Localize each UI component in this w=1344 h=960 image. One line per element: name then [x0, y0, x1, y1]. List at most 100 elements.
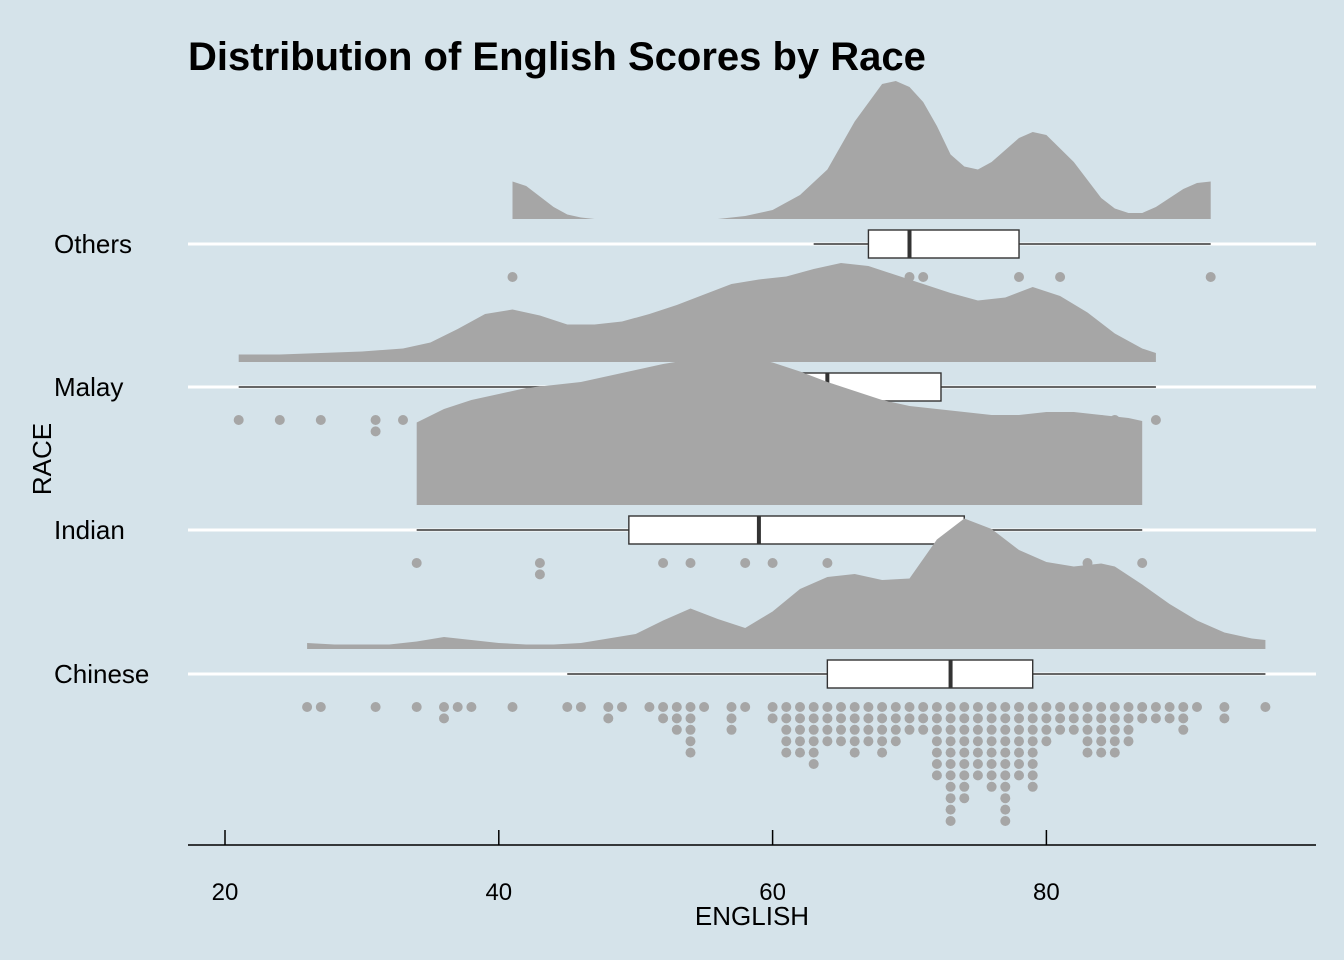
- dot-chinese: [1082, 713, 1093, 724]
- dot-chinese: [986, 702, 997, 712]
- dot-chinese: [918, 724, 929, 735]
- density-indian: [416, 355, 1143, 505]
- dot-chinese: [863, 702, 874, 712]
- dot-chinese: [931, 724, 942, 735]
- dot-chinese: [959, 747, 970, 758]
- dot-chinese: [1178, 724, 1189, 735]
- dot-chinese: [945, 770, 956, 781]
- dot-chinese: [890, 702, 901, 712]
- dot-chinese: [658, 702, 669, 712]
- dot-chinese: [1000, 736, 1011, 747]
- dot-chinese: [1027, 770, 1038, 781]
- density-chinese: [307, 518, 1266, 649]
- dot-chinese: [1000, 804, 1011, 815]
- dot-chinese: [836, 713, 846, 724]
- dot-chinese: [959, 793, 970, 804]
- dot-chinese: [822, 702, 833, 712]
- dot-chinese: [822, 736, 833, 747]
- dot-chinese: [972, 759, 983, 769]
- dot-chinese: [1137, 702, 1148, 712]
- dot-chinese: [1164, 702, 1175, 712]
- dot-chinese: [1150, 702, 1161, 712]
- x-axis-title: ENGLISH: [695, 901, 809, 931]
- dot-chinese: [945, 793, 956, 804]
- dot-chinese: [685, 736, 696, 747]
- dot-chinese: [986, 781, 997, 792]
- dot-chinese: [1096, 747, 1107, 758]
- dot-chinese: [1027, 781, 1038, 792]
- dot-chinese: [781, 736, 792, 747]
- dot-chinese: [808, 759, 819, 769]
- dot-chinese: [945, 781, 956, 792]
- race-groups: Others Malay Indian Chinese: [54, 81, 1271, 826]
- dot-others: [507, 272, 518, 282]
- dot-chinese: [1027, 724, 1038, 735]
- dot-chinese: [795, 724, 805, 735]
- dot-malay: [1150, 415, 1161, 425]
- dot-others: [918, 272, 929, 282]
- dot-chinese: [1000, 702, 1011, 712]
- dot-indian: [685, 558, 696, 568]
- x-tick-label: 40: [485, 879, 512, 906]
- dot-indian: [1137, 558, 1148, 568]
- dot-malay: [370, 415, 381, 425]
- dot-chinese: [1109, 736, 1120, 747]
- dot-chinese: [972, 736, 983, 747]
- dot-indian: [411, 558, 422, 568]
- x-tick-label: 60: [759, 879, 786, 906]
- dot-chinese: [767, 713, 778, 724]
- y-axis-title: RACE: [27, 423, 57, 495]
- dot-chinese: [836, 736, 846, 747]
- dot-chinese: [1219, 702, 1230, 712]
- dot-chinese: [877, 724, 888, 735]
- dot-chinese: [945, 759, 956, 769]
- dot-chinese: [671, 713, 682, 724]
- dot-chinese: [315, 702, 326, 712]
- dot-chinese: [972, 747, 983, 758]
- dot-chinese: [575, 702, 586, 712]
- box-others: [867, 229, 1020, 259]
- dot-chinese: [931, 702, 942, 712]
- dot-chinese: [972, 713, 983, 724]
- dot-chinese: [603, 713, 614, 724]
- dot-chinese: [1000, 770, 1011, 781]
- dot-malay: [370, 426, 381, 437]
- dot-chinese: [1000, 713, 1011, 724]
- dot-chinese: [1068, 702, 1079, 712]
- dot-chinese: [1123, 736, 1134, 747]
- density-malay: [238, 263, 1156, 362]
- dot-chinese: [877, 747, 888, 758]
- dot-chinese: [1260, 702, 1271, 712]
- dot-chinese: [890, 713, 901, 724]
- dot-chinese: [1192, 702, 1202, 712]
- dot-indian: [822, 558, 833, 568]
- dot-chinese: [877, 713, 888, 724]
- dot-chinese: [726, 724, 737, 735]
- dot-chinese: [1219, 713, 1230, 724]
- dot-chinese: [808, 702, 819, 712]
- dot-chinese: [931, 759, 942, 769]
- x-tick-label: 20: [212, 879, 239, 906]
- dot-chinese: [795, 747, 805, 758]
- dot-chinese: [1137, 713, 1148, 724]
- dot-chinese: [972, 770, 983, 781]
- dot-chinese: [877, 702, 888, 712]
- dot-chinese: [671, 724, 682, 735]
- dot-chinese: [1014, 724, 1024, 735]
- dot-chinese: [877, 736, 888, 747]
- dot-indian: [534, 569, 545, 580]
- dot-chinese: [1096, 713, 1107, 724]
- dot-chinese: [986, 759, 997, 769]
- dot-chinese: [1109, 713, 1120, 724]
- dot-chinese: [904, 713, 915, 724]
- dot-chinese: [507, 702, 518, 712]
- dot-chinese: [1178, 713, 1189, 724]
- density-others: [512, 81, 1211, 219]
- dot-chinese: [1096, 724, 1107, 735]
- dot-chinese: [1000, 747, 1011, 758]
- dot-chinese: [959, 781, 970, 792]
- dot-chinese: [452, 702, 463, 712]
- dot-chinese: [986, 747, 997, 758]
- dot-chinese: [1178, 702, 1189, 712]
